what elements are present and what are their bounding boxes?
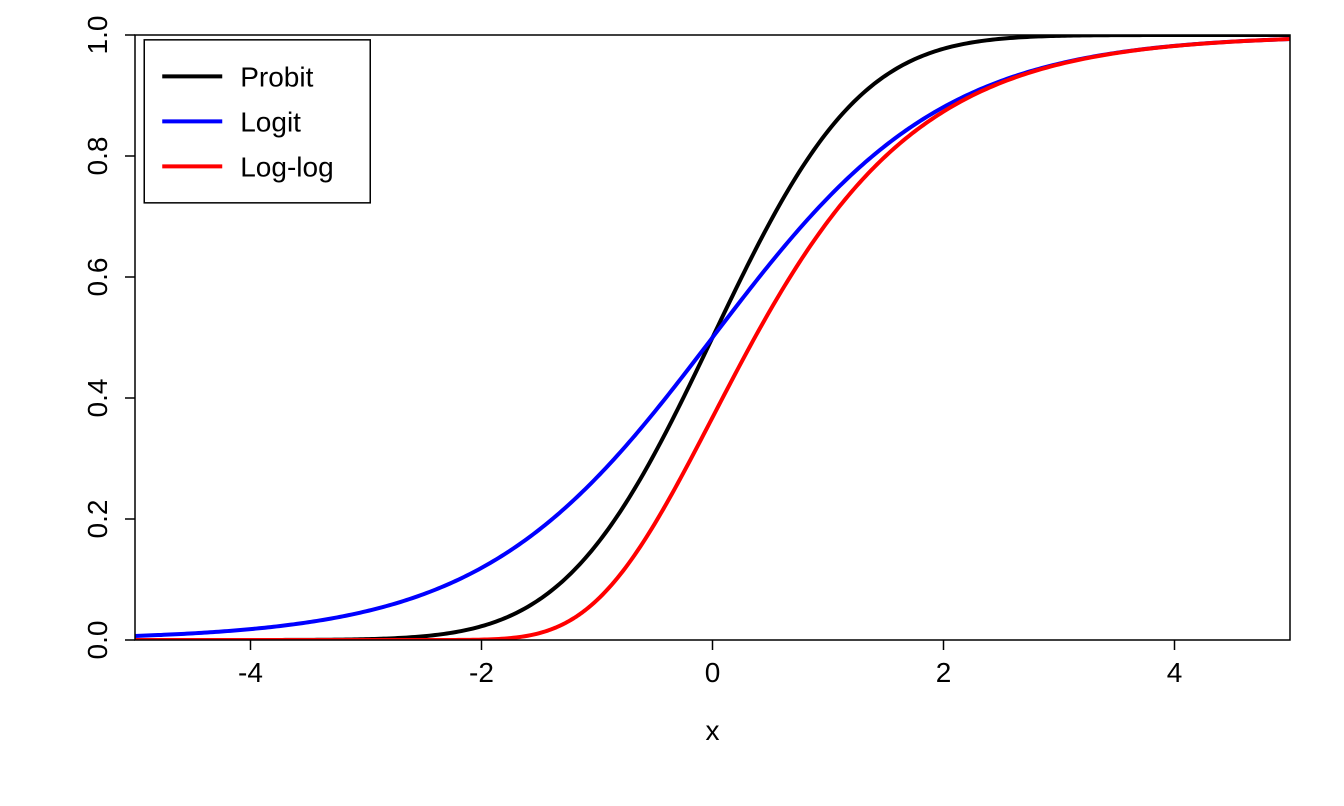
y-tick-label: 0.2 <box>82 500 113 539</box>
x-tick-label: 0 <box>705 657 721 688</box>
chart-container: -4 -2 0 2 4 x 0.0 0.2 0.4 0.6 0.8 1.0 Probit Logit Log… <box>0 0 1344 806</box>
y-tick-label: 0.4 <box>82 379 113 418</box>
legend-label: Logit <box>240 106 301 137</box>
link-function-chart: -4 -2 0 2 4 x 0.0 0.2 0.4 0.6 0.8 1.0 Probit Logit Log… <box>0 0 1344 806</box>
x-axis-title: x <box>706 715 720 746</box>
x-tick-label: -2 <box>469 657 494 688</box>
y-tick-label: 0.0 <box>82 621 113 660</box>
legend-label: Log-log <box>240 151 333 182</box>
x-tick-label: 4 <box>1167 657 1183 688</box>
legend-label: Probit <box>240 61 313 92</box>
y-tick-label: 0.8 <box>82 137 113 176</box>
x-tick-label: 2 <box>936 657 952 688</box>
y-tick-label: 1.0 <box>82 16 113 55</box>
x-tick-label: -4 <box>238 657 263 688</box>
legend: Probit Logit Log-log <box>144 40 370 203</box>
y-tick-label: 0.6 <box>82 258 113 297</box>
